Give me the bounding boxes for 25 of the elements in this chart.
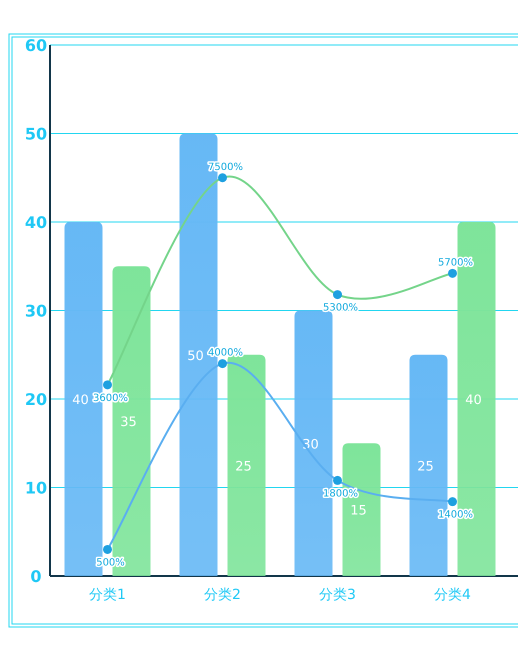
data-label: 35 (120, 415, 137, 430)
y-tick-label: 10 (24, 478, 48, 498)
x-tick-label: 分类4 (434, 587, 472, 603)
data-label: 15 (350, 504, 367, 519)
x-tick-label: 分类1 (89, 587, 126, 603)
data-label: 25 (235, 459, 252, 474)
data-label: 40 (72, 393, 89, 408)
y-tick-label: 30 (24, 302, 48, 320)
data-label: 50 (187, 348, 204, 364)
bar (228, 354, 266, 576)
data-label: 1800% (323, 488, 358, 500)
x-tick-label: 分类3 (319, 587, 356, 603)
data-label: 3600% (93, 392, 128, 404)
data-label: 25 (417, 459, 434, 474)
y-tick-label: 0 (30, 567, 42, 586)
y-tick-label: 50 (24, 124, 48, 144)
x-tick-label: 分类2 (204, 587, 241, 603)
data-label: 5700% (438, 257, 473, 268)
y-tick-label: 20 (24, 390, 48, 409)
data-label: 40 (465, 393, 482, 408)
data-label: 1400% (438, 510, 473, 521)
y-tick-label: 60 (24, 36, 48, 55)
data-label: 30 (302, 437, 319, 452)
data-label: 500% (96, 557, 125, 568)
y-tick-label: 40 (24, 213, 48, 232)
